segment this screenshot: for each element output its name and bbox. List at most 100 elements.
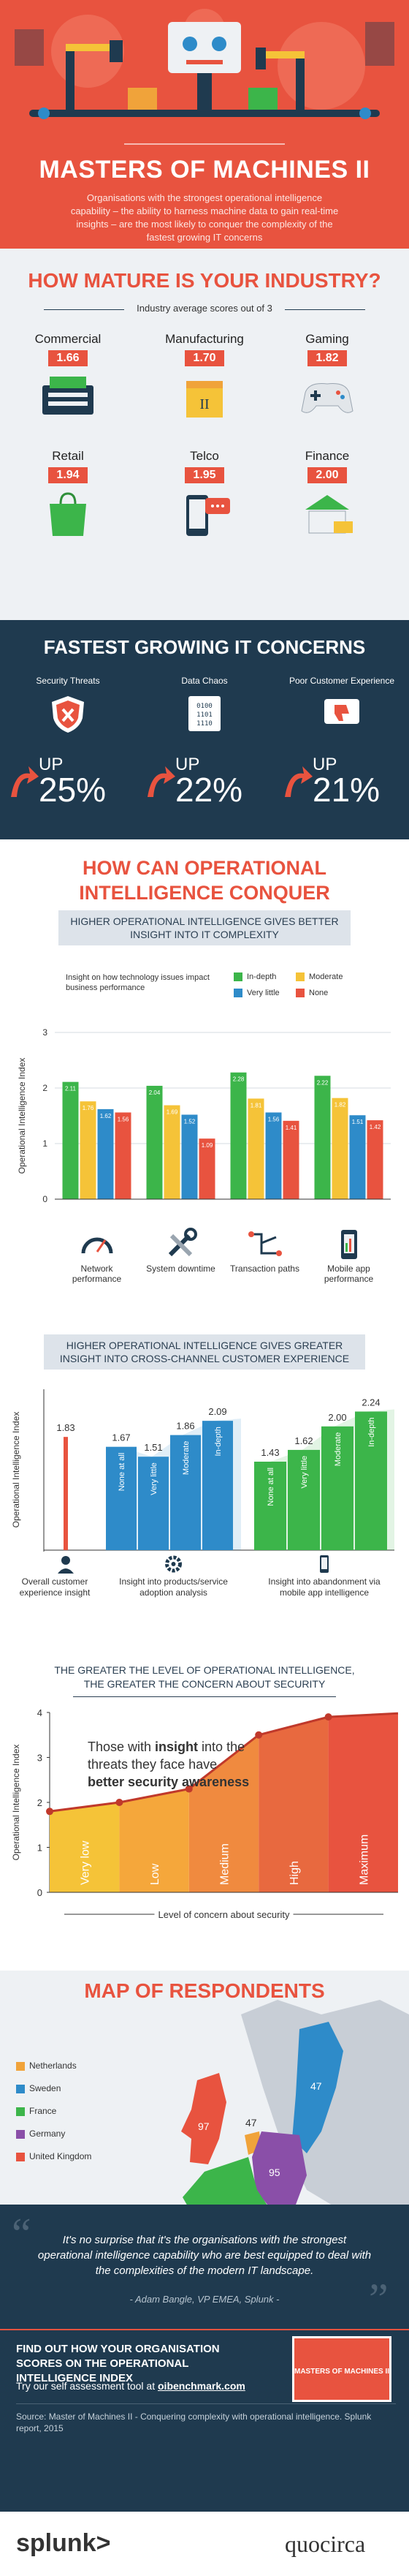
- y-tick-label: 1: [42, 1138, 47, 1149]
- bar-category-label: In-depth: [214, 1427, 223, 1456]
- legend-label: Moderate: [309, 972, 343, 981]
- chart1-svg: 0 1 2 3 Operational Intelligence Index 2.11 1.…: [17, 1027, 391, 1204]
- value-label: 2.24: [362, 1397, 380, 1408]
- bar: [146, 1085, 163, 1199]
- y-tick-label: 3: [37, 1753, 42, 1764]
- value-label: 2.00: [328, 1412, 346, 1423]
- footer: splunk> quocirca: [0, 2512, 409, 2576]
- y-axis-label: Operational Intelligence Index: [11, 1745, 21, 1861]
- bar-value-label: 2.22: [317, 1079, 329, 1086]
- bar: [230, 1072, 247, 1199]
- industry-score: 1.82: [307, 350, 347, 366]
- category-label: Mobile app performance: [324, 1264, 374, 1284]
- svg-text:II: II: [199, 396, 209, 412]
- bar: [62, 1081, 79, 1199]
- bar: [170, 1435, 201, 1550]
- area-segment: [328, 1713, 398, 1892]
- concern-pct: 22%: [175, 771, 243, 809]
- bar: [115, 1112, 131, 1199]
- bar-value-label: 1.69: [167, 1109, 178, 1116]
- value-label: 1.43: [261, 1447, 279, 1458]
- bar-value-label: 1.09: [202, 1142, 213, 1149]
- legend-swatch: [296, 972, 305, 982]
- report-cover-title: MASTERS OF MACHINES II: [294, 2368, 390, 2376]
- value-label: 2.09: [208, 1406, 226, 1417]
- legend-label: United Kingdom: [29, 2151, 92, 2161]
- quote-author: - Adam Bangle, VP EMEA, Splunk -: [129, 2294, 280, 2305]
- y-tick-label: 0: [37, 1887, 42, 1898]
- data-point: [46, 1808, 53, 1816]
- cta-heading: FIND OUT HOW YOUR ORGANISATION SCORES ON…: [16, 2343, 220, 2384]
- map-legend-item: Sweden: [16, 2083, 61, 2093]
- bar: [314, 1076, 331, 1199]
- gamepad-icon: [301, 383, 353, 413]
- data-point: [185, 1785, 193, 1793]
- legend-item: In-depth: [234, 972, 276, 982]
- mobile-chart-icon: [340, 1230, 357, 1259]
- quocirca-logo[interactable]: quocirca: [285, 2531, 366, 2557]
- bar-category-label: None at all: [118, 1453, 126, 1492]
- group-label: Overall customer experience insight: [19, 1576, 91, 1598]
- annotation-text-d: better security awareness: [88, 1775, 250, 1789]
- bar: [181, 1114, 198, 1199]
- up-arrow-icon: [11, 766, 39, 797]
- value-label: 1.62: [294, 1435, 313, 1446]
- report-cover[interactable]: MASTERS OF MACHINES II: [292, 2336, 391, 2402]
- title-rule: [124, 143, 285, 145]
- industry-name: Finance: [305, 449, 350, 463]
- uk-region: [181, 2073, 226, 2164]
- divider: [73, 1696, 336, 1697]
- bar: [367, 1120, 383, 1199]
- concern-up-label: UP: [313, 755, 337, 774]
- factory-box-icon: II: [186, 381, 223, 418]
- y-axis-label: Operational Intelligence Index: [11, 1412, 21, 1528]
- industry-name: Telco: [190, 449, 219, 463]
- industry-name: Manufacturing: [165, 332, 244, 346]
- uk-count: 97: [198, 2120, 210, 2132]
- bar-value-label: 1.82: [335, 1102, 346, 1108]
- legend-label: None: [309, 989, 329, 997]
- bar-category-label: Moderate: [182, 1441, 191, 1475]
- netherlands-count: 47: [245, 2117, 257, 2129]
- sweden-region: [292, 2022, 343, 2153]
- bar-value-label: 2.04: [149, 1089, 161, 1096]
- y-tick-label: 1: [37, 1843, 42, 1854]
- cta-text: Try our self assessment tool at oibenchm…: [16, 2380, 250, 2392]
- svg-text:0100: 0100: [196, 703, 213, 710]
- bar: [349, 1115, 366, 1199]
- bar: [199, 1138, 215, 1199]
- splunk-logo[interactable]: splunk>: [16, 2529, 111, 2557]
- gear-icon: [165, 1555, 182, 1573]
- bar-category-label: Very little: [150, 1462, 158, 1495]
- cta-text-label: Try our self assessment tool at: [16, 2380, 158, 2392]
- y-tick-label: 2: [37, 1797, 42, 1808]
- x-category-label: Maximum: [358, 1835, 370, 1885]
- bar: [202, 1421, 233, 1550]
- up-arrow-icon: [285, 766, 313, 797]
- phone-chat-icon: [186, 495, 230, 536]
- legend-label: Sweden: [29, 2083, 61, 2093]
- x-category-label: Low: [149, 1863, 161, 1885]
- y-tick-label: 0: [42, 1194, 47, 1204]
- legend-item: Moderate: [296, 972, 343, 982]
- value-label: 1.67: [112, 1432, 130, 1443]
- oibenchmark-link[interactable]: oibenchmark.com: [158, 2380, 245, 2392]
- data-point: [255, 1731, 263, 1739]
- legend-swatch: [234, 972, 242, 982]
- map-heading: MAP OF RESPONDENTS: [84, 1979, 325, 2002]
- category-label: Network performance: [72, 1264, 122, 1284]
- value-label: 1.83: [56, 1422, 74, 1433]
- bar: [248, 1098, 264, 1199]
- bar-value-label: 1.56: [268, 1116, 280, 1122]
- legend-swatch: [16, 2107, 25, 2116]
- legend-swatch: [16, 2084, 25, 2093]
- bar-category-label: None at all: [267, 1468, 275, 1506]
- map-legend-item: Germany: [16, 2129, 65, 2139]
- quote-section: “ It's no surprise that it's the organis…: [0, 2205, 409, 2329]
- concern-name: Security Threats: [36, 676, 100, 686]
- concern-up-label: UP: [175, 755, 200, 774]
- value-label: 1.51: [144, 1442, 162, 1453]
- bar: [97, 1108, 114, 1199]
- area-segment: [50, 1802, 120, 1892]
